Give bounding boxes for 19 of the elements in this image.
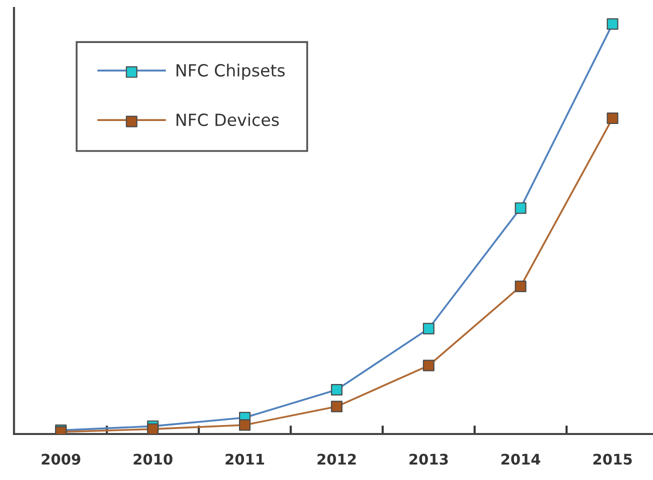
point <box>330 400 342 412</box>
point <box>422 360 434 372</box>
x-tick-label: 2010 <box>134 454 172 465</box>
point <box>606 112 618 124</box>
point <box>422 322 434 334</box>
point <box>239 419 251 431</box>
point <box>147 423 159 434</box>
x-tick-label: 2014 <box>501 454 540 465</box>
point <box>606 18 618 30</box>
legend-label: NFC Devices <box>176 113 279 126</box>
point <box>330 384 342 396</box>
x-tick-label: 2013 <box>410 454 448 465</box>
point <box>514 280 526 292</box>
legend-label: NFC Chipsets <box>176 64 285 80</box>
point <box>514 202 526 214</box>
x-tick-label: 2015 <box>593 454 632 465</box>
x-tick-label: 2011 <box>226 454 264 465</box>
x-tick-label: 2012 <box>318 454 356 465</box>
x-tick-label: 2009 <box>42 454 80 465</box>
